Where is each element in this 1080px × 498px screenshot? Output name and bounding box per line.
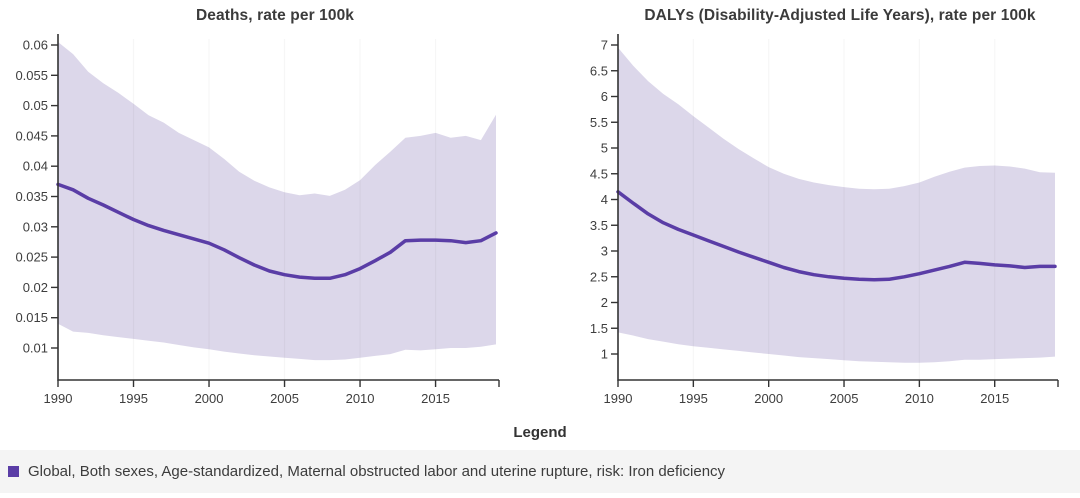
y-tick-label: 6.5 [590,63,608,78]
y-tick-label: 2.5 [590,269,608,284]
x-tick-label: 2000 [754,391,783,406]
deaths-chart: Deaths, rate per 100k 0.01 0.015 0.02 0.025… [0,0,540,415]
uncertainty-band [618,47,1055,363]
y-tick-label: 0.05 [23,98,48,113]
x-tick-label: 2015 [421,391,450,406]
dalys-chart: DALYs (Disability-Adjusted Life Years), … [540,0,1080,415]
dalys-chart-svg[interactable]: 1 1.5 2 2.5 3 3.5 4 4.5 5 5.5 6 6.5 7 1990 1995 2000 200… [540,29,1080,414]
y-tick-label: 0.045 [15,128,48,143]
y-tick-label: 0.04 [23,159,48,174]
legend-series-marker-icon [8,466,19,477]
y-tick-label: 0.06 [23,38,48,53]
y-tick-label: 1.5 [590,321,608,336]
y-tick-label: 2 [601,295,608,310]
mean-line [56,182,498,281]
y-tick-label: 3 [601,244,608,259]
y-tick-label: 0.025 [15,250,48,265]
y-tick-label: 6 [601,89,608,104]
y-tick-label: 5.5 [590,115,608,130]
dalys-chart-title: DALYs (Disability-Adjusted Life Years), … [644,7,1036,24]
x-tick-label: 2005 [270,391,299,406]
y-tick-label: 0.03 [23,219,48,234]
legend-title: Legend [513,424,567,441]
x-tick-label: 2010 [905,391,934,406]
charts-row: Deaths, rate per 100k 0.01 0.015 0.02 0.025… [0,0,1080,415]
x-tick-label: 1990 [44,391,73,406]
y-tick-label: 0.055 [15,68,48,83]
legend-item[interactable]: Global, Both sexes, Age-standardized, Ma… [0,463,725,480]
x-tick-label: 1990 [604,391,633,406]
deaths-chart-title: Deaths, rate per 100k [195,7,355,24]
x-tick-label: 2015 [980,391,1009,406]
y-tick-label: 1 [601,347,608,362]
y-tick-label: 5 [601,141,608,156]
x-tick-label: 2005 [830,391,859,406]
legend-band: Global, Both sexes, Age-standardized, Ma… [0,450,1080,493]
x-tick-label: 2010 [346,391,375,406]
y-tick-label: 3.5 [590,218,608,233]
uncertainty-band [58,42,496,361]
y-tick-label: 4 [601,192,608,207]
y-tick-label: 0.02 [23,280,48,295]
y-tick-label: 0.01 [23,341,48,356]
x-tick-label: 1995 [679,391,708,406]
mean-line [616,190,1057,282]
deaths-chart-svg[interactable]: 0.01 0.015 0.02 0.025 0.03 0.035 0.04 0.045 0.05… [0,29,540,414]
x-tick-label: 1995 [119,391,148,406]
y-tick-label: 0.035 [15,189,48,204]
y-tick-label: 0.015 [15,310,48,325]
y-tick-label: 4.5 [590,166,608,181]
legend-item-label: Global, Both sexes, Age-standardized, Ma… [28,463,726,480]
x-tick-label: 2000 [195,391,224,406]
y-tick-label: 7 [601,38,608,53]
